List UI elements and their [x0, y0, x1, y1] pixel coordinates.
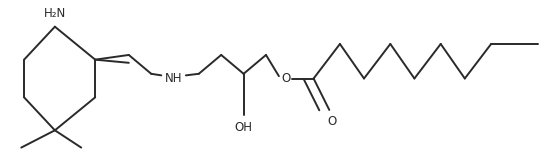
- Text: O: O: [328, 115, 337, 128]
- Text: H₂N: H₂N: [44, 7, 66, 20]
- Text: O: O: [281, 72, 290, 85]
- Text: OH: OH: [235, 121, 253, 134]
- Text: NH: NH: [165, 72, 183, 85]
